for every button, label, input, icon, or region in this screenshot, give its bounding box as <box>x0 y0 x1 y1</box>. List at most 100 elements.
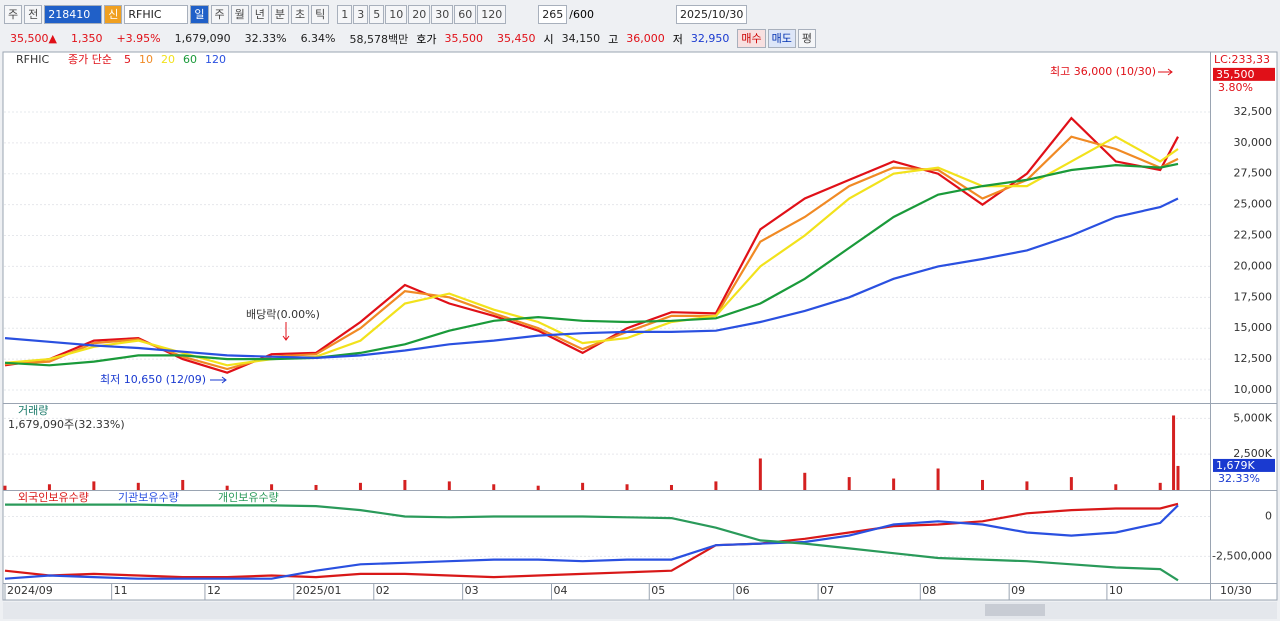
step-button[interactable]: 10 <box>385 4 408 24</box>
x-tick-label: 05 <box>651 584 665 597</box>
unit-button[interactable]: 분 <box>270 4 289 24</box>
low: 32,950 <box>690 32 730 45</box>
series-line <box>4 502 1179 579</box>
x-tick-label: 11 <box>114 584 128 597</box>
series-line <box>4 162 1179 367</box>
count[interactable]: 265 <box>538 4 568 24</box>
badge: 신 <box>104 4 123 24</box>
volume-bar <box>225 485 229 490</box>
code-input[interactable]: 218410 <box>44 4 103 24</box>
legend-entry: 개인보유수량 <box>218 491 279 504</box>
turnover: 6.34% <box>300 32 336 45</box>
buy-button[interactable]: 매수 <box>737 29 766 48</box>
last-rate: 3.80% <box>1218 81 1253 94</box>
volume-bar <box>581 482 585 490</box>
symbol: RFHIC <box>16 53 49 66</box>
price-box <box>1213 67 1275 81</box>
amount: 58,578백만 <box>349 32 409 46</box>
legend-entry: 기관보유수량 <box>118 491 179 504</box>
y-tick-label: 32,500 <box>1234 105 1273 118</box>
volume-bar <box>1158 482 1162 490</box>
arrow <box>282 322 290 341</box>
change: 1,350 <box>70 32 103 45</box>
step-button[interactable]: 3 <box>353 4 369 24</box>
x-tick-label: 02 <box>376 584 390 597</box>
volume-bar <box>669 484 673 490</box>
volume-bar <box>847 477 851 490</box>
label: 시 <box>543 32 554 46</box>
step-button[interactable]: 30 <box>431 4 454 24</box>
step-button[interactable]: 120 <box>477 4 507 24</box>
series-line <box>5 503 1179 582</box>
step-button[interactable]: 1 <box>337 4 353 24</box>
volume-bar <box>625 484 629 490</box>
series-line <box>4 135 1179 367</box>
right-top: LC:233,33 <box>1214 53 1270 66</box>
x-tick-label: 03 <box>465 584 479 597</box>
x-tick-label: 10 <box>1109 584 1123 597</box>
last-price: 35,500 <box>1216 68 1255 81</box>
y-tick-label: 12,500 <box>1234 352 1273 365</box>
volume-bar <box>403 479 407 490</box>
volume-bar <box>536 485 540 490</box>
y-tick-label: 22,500 <box>1234 229 1273 242</box>
annotation: 배당락(0.00%) <box>246 308 320 321</box>
legend-entry: 10 <box>139 53 153 66</box>
volume-bar <box>270 484 274 490</box>
label: 저 <box>672 32 683 46</box>
avg-button[interactable]: 평 <box>797 29 816 48</box>
prev[interactable]: 전 <box>24 4 43 24</box>
y-tick-label: 27,500 <box>1234 167 1273 180</box>
quote-bar: 35,500▲ 1,350 +3.95% 1,679,090 32.33% 6.… <box>0 28 1280 49</box>
y-tick-label: 10,000 <box>1234 383 1273 396</box>
date-label: 10/30 <box>1220 584 1252 597</box>
y-tick-label: 30,000 <box>1234 136 1273 149</box>
volume-bar <box>1114 484 1118 490</box>
unit-button[interactable]: 주 <box>210 4 229 24</box>
volume-bar <box>803 472 807 490</box>
ask: 35,500 <box>444 32 484 45</box>
date[interactable]: 2025/10/30 <box>675 4 748 24</box>
volume-bar <box>1176 465 1180 490</box>
volume-bar <box>714 481 718 490</box>
menu[interactable]: 주 <box>4 4 23 24</box>
x-tick-label: 09 <box>1011 584 1025 597</box>
volume-bar <box>1025 481 1029 490</box>
y-tick-label: 0 <box>1265 510 1272 523</box>
scroll-thumb[interactable] <box>985 604 1045 616</box>
legend-entry: 120 <box>205 53 226 66</box>
unit-button[interactable]: 틱 <box>311 4 330 24</box>
y-tick-label: 17,500 <box>1234 290 1273 303</box>
scrollbar[interactable] <box>3 602 1277 619</box>
volume-bar <box>1069 477 1073 490</box>
step-button[interactable]: 20 <box>408 4 431 24</box>
volume-bar <box>136 482 140 490</box>
unit-button[interactable]: 일 <box>190 4 209 24</box>
bid: 35,450 <box>497 32 536 45</box>
sell-button[interactable]: 매도 <box>767 29 796 48</box>
panel-title: 거래량 <box>18 404 48 417</box>
arrow <box>1158 68 1173 76</box>
unit-button[interactable]: 월 <box>230 4 249 24</box>
rate: +3.95% <box>116 32 161 45</box>
step-button[interactable]: 5 <box>369 4 385 24</box>
legend-title: 종가 단순 <box>68 53 112 66</box>
annotation: 최고 36,000 (10/30) <box>1050 65 1156 78</box>
unit-button[interactable]: 초 <box>291 4 310 24</box>
series-line <box>4 504 1179 580</box>
annotation: 최저 10,650 (12/09) <box>100 373 206 386</box>
x-tick-label: 2025/01 <box>296 584 342 597</box>
x-tick-label: 06 <box>736 584 750 597</box>
volume-box <box>1213 458 1275 472</box>
step-button[interactable]: 60 <box>454 4 477 24</box>
last-volume: 1,679K <box>1216 459 1255 472</box>
volume-bar <box>981 479 984 490</box>
volume-bar <box>3 485 7 490</box>
unit-button[interactable]: 년 <box>250 4 269 24</box>
open: 34,150 <box>561 32 601 45</box>
max-count: /600 <box>569 7 594 21</box>
x-tick-label: 2024/09 <box>7 584 53 597</box>
